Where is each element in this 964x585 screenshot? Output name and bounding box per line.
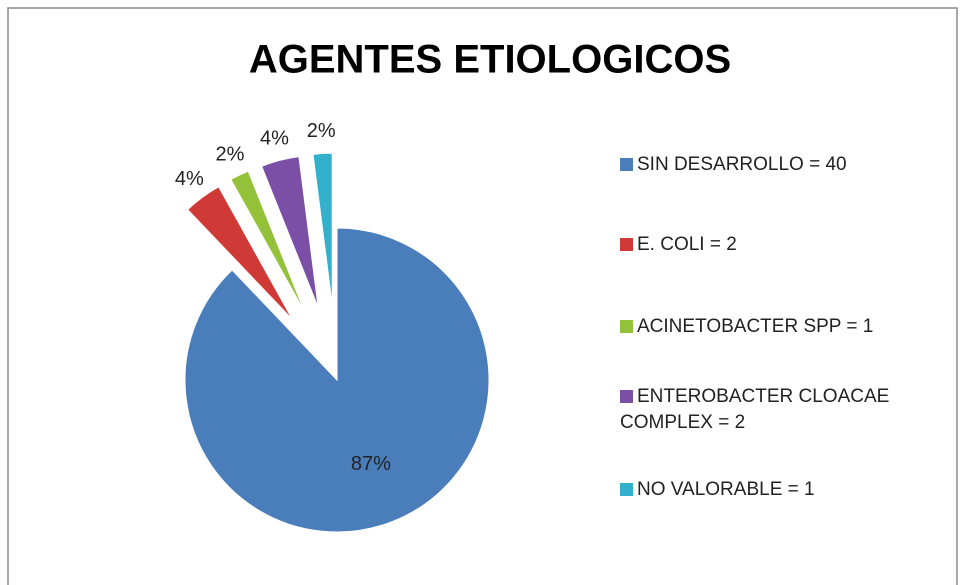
pie-slice (186, 186, 293, 320)
legend-item: SIN DESARROLLO = 40 (620, 152, 910, 178)
chart-title: AGENTES ETIOLOGICOS (249, 38, 731, 82)
pie-slice (230, 170, 306, 313)
chart-border (7, 7, 958, 585)
legend-label: SIN DESARROLLO = 40 (637, 154, 847, 175)
pie-slice (184, 227, 490, 533)
data-label: 2% (307, 120, 336, 142)
legend-swatch (620, 320, 633, 333)
data-label: 4% (175, 168, 204, 190)
legend-label: NO VALORABLE = 1 (637, 479, 815, 500)
legend-item: E. COLI = 2 (620, 232, 910, 258)
legend-item: ENTEROBACTER CLOACAE COMPLEX = 2 (620, 384, 910, 436)
legend-label: ENTEROBACTER CLOACAE COMPLEX = 2 (620, 386, 890, 433)
pie-slice (312, 152, 333, 306)
data-label: 2% (216, 143, 245, 165)
legend-swatch (620, 238, 633, 251)
legend-label: E. COLI = 2 (637, 234, 737, 255)
legend-label: ACINETOBACTER SPP = 1 (637, 316, 874, 337)
data-label: 4% (260, 127, 289, 149)
legend-item: NO VALORABLE = 1 (620, 477, 910, 503)
pie-slice (261, 156, 319, 308)
legend-swatch (620, 483, 633, 496)
legend-swatch (620, 158, 633, 171)
data-label: 87% (351, 453, 391, 475)
legend-swatch (620, 390, 633, 403)
legend-item: ACINETOBACTER SPP = 1 (620, 314, 910, 340)
